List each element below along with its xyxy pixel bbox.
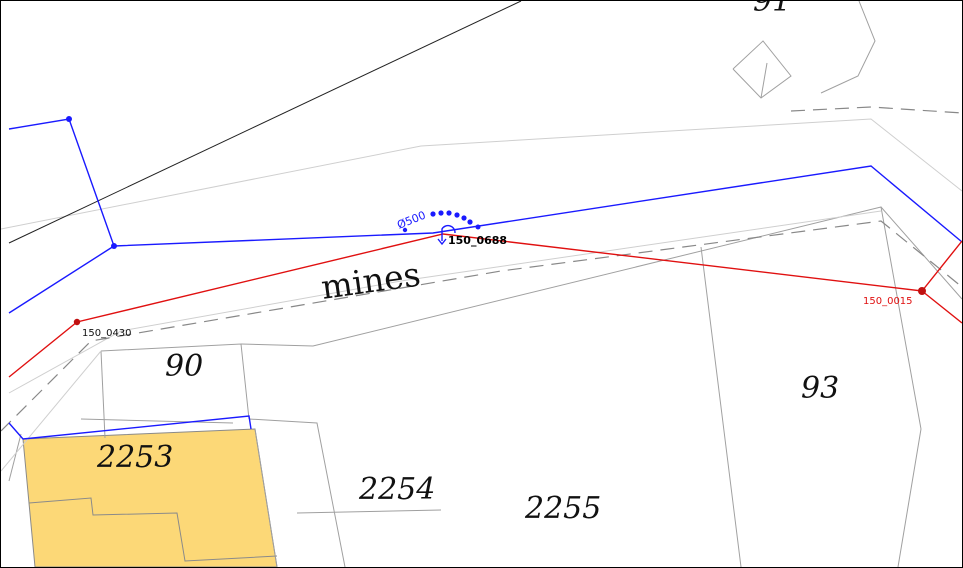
- node-label-0688: 150_0688: [448, 234, 507, 247]
- node-label-0015: 150_0015: [863, 296, 913, 307]
- street-name: mines: [319, 254, 423, 306]
- building-2253[interactable]: [22, 428, 278, 567]
- building-2253-inner: [28, 497, 278, 562]
- parcel-label-2254: 2254: [358, 472, 435, 507]
- parcel-label-2255: 2255: [524, 491, 601, 526]
- red-nodes[interactable]: [73, 287, 926, 326]
- parcel-label-90: 90: [165, 349, 203, 384]
- parcel-boundaries: [8, 1, 962, 567]
- parcel-label-93: 93: [801, 371, 839, 406]
- parcel-label-2253: 2253: [96, 440, 173, 475]
- blue-nodes[interactable]: [66, 116, 481, 249]
- red-network[interactable]: [8, 233, 962, 378]
- road-edges: [1, 118, 962, 472]
- parcel-label-91-partial: 91: [753, 1, 791, 19]
- node-0688-symbol[interactable]: [437, 224, 456, 246]
- road-axis-dashed: [1, 106, 962, 432]
- boundary-line: [8, 1, 522, 244]
- pipe-diameter-label: Ø500: [395, 209, 427, 232]
- node-label-0430: 150_0430: [82, 328, 132, 339]
- pipe-diameter-symbol: [402, 210, 473, 233]
